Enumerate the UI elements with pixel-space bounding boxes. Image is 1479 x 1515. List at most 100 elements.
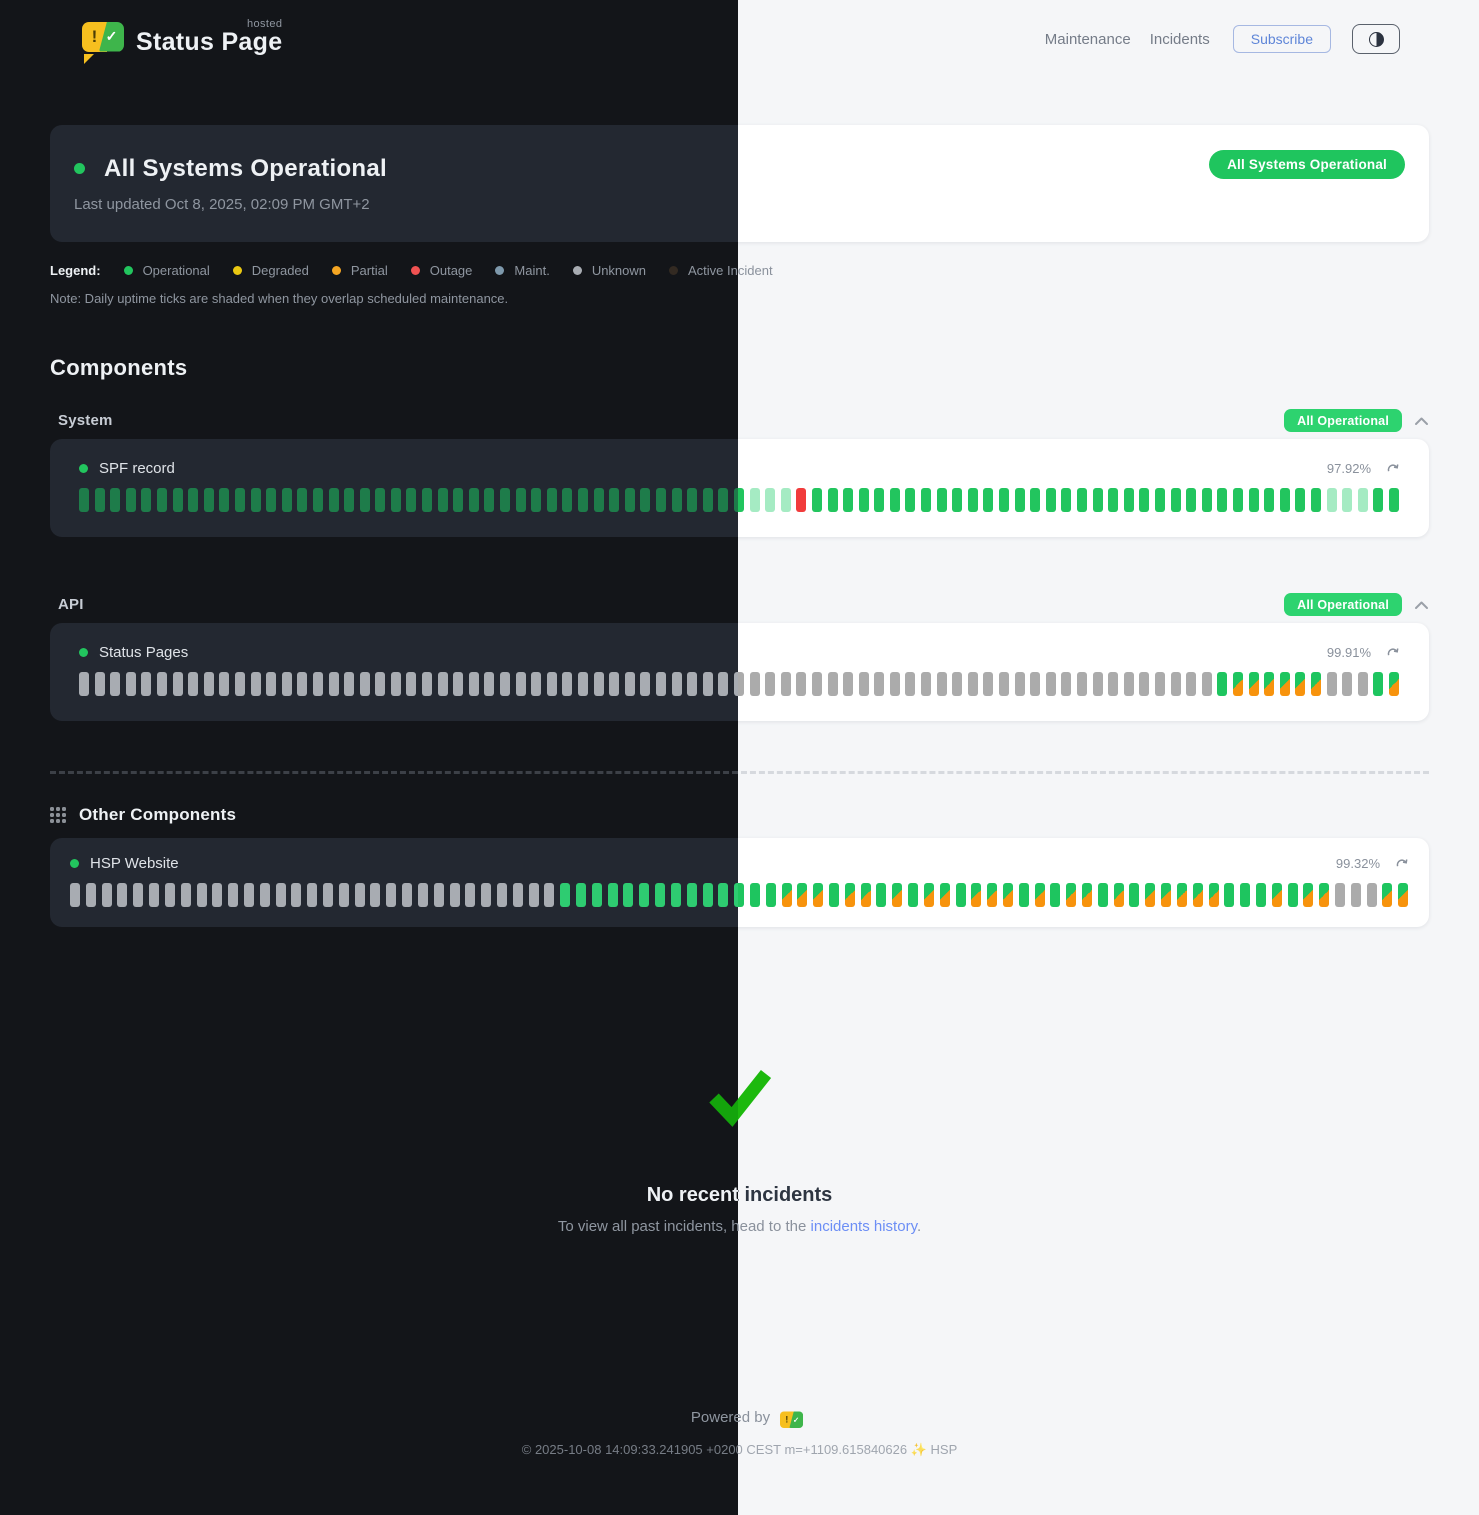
uptime-tick[interactable] [639,883,650,907]
refresh-icon[interactable] [1386,646,1400,660]
uptime-tick[interactable] [110,488,121,512]
uptime-tick[interactable] [655,672,666,696]
uptime-tick[interactable] [796,672,807,696]
uptime-tick[interactable] [544,883,555,907]
uptime-tick[interactable] [1186,488,1197,512]
uptime-tick[interactable] [999,672,1010,696]
uptime-tick[interactable] [1154,672,1165,696]
uptime-tick[interactable] [468,672,479,696]
uptime-tick[interactable] [1170,488,1181,512]
uptime-tick[interactable] [422,672,433,696]
uptime-tick[interactable] [437,488,448,512]
uptime-tick[interactable] [1050,883,1061,907]
nav-maintenance[interactable]: Maintenance [1044,30,1131,48]
uptime-tick[interactable] [827,672,838,696]
uptime-tick[interactable] [1279,672,1290,696]
uptime-tick[interactable] [281,488,292,512]
uptime-tick[interactable] [1264,672,1275,696]
uptime-tick[interactable] [328,672,339,696]
uptime-tick[interactable] [999,488,1010,512]
uptime-tick[interactable] [671,672,682,696]
uptime-tick[interactable] [781,883,792,907]
uptime-tick[interactable] [172,488,183,512]
uptime-tick[interactable] [141,672,152,696]
uptime-tick[interactable] [1097,883,1108,907]
uptime-tick[interactable] [1342,488,1353,512]
uptime-tick[interactable] [1123,488,1134,512]
uptime-tick[interactable] [1129,883,1140,907]
uptime-tick[interactable] [892,883,903,907]
uptime-tick[interactable] [1123,672,1134,696]
uptime-tick[interactable] [1303,883,1314,907]
uptime-tick[interactable] [1224,883,1235,907]
uptime-tick[interactable] [983,672,994,696]
uptime-tick[interactable] [860,883,871,907]
uptime-tick[interactable] [546,672,557,696]
uptime-tick[interactable] [228,883,239,907]
uptime-tick[interactable] [1248,488,1259,512]
uptime-tick[interactable] [281,672,292,696]
uptime-tick[interactable] [307,883,318,907]
uptime-tick[interactable] [687,672,698,696]
uptime-tick[interactable] [125,672,136,696]
uptime-tick[interactable] [1176,883,1187,907]
uptime-tick[interactable] [858,488,869,512]
uptime-tick[interactable] [234,488,245,512]
uptime-tick[interactable] [468,488,479,512]
uptime-tick[interactable] [623,883,634,907]
refresh-icon[interactable] [1386,462,1400,476]
uptime-tick[interactable] [406,488,417,512]
uptime-tick[interactable] [671,488,682,512]
theme-toggle-button[interactable] [1352,24,1400,54]
uptime-tick[interactable] [813,883,824,907]
uptime-tick[interactable] [609,488,620,512]
uptime-tick[interactable] [952,672,963,696]
uptime-tick[interactable] [291,883,302,907]
uptime-tick[interactable] [1170,672,1181,696]
uptime-tick[interactable] [765,488,776,512]
uptime-tick[interactable] [593,672,604,696]
uptime-tick[interactable] [655,883,666,907]
uptime-tick[interactable] [266,672,277,696]
uptime-tick[interactable] [921,488,932,512]
uptime-tick[interactable] [905,488,916,512]
uptime-tick[interactable] [1295,488,1306,512]
uptime-tick[interactable] [1108,672,1119,696]
uptime-tick[interactable] [562,488,573,512]
uptime-tick[interactable] [1113,883,1124,907]
uptime-tick[interactable] [829,883,839,907]
uptime-tick[interactable] [512,883,523,907]
uptime-tick[interactable] [1092,672,1103,696]
uptime-tick[interactable] [955,883,966,907]
uptime-tick[interactable] [738,883,745,907]
uptime-tick[interactable] [344,488,355,512]
uptime-tick[interactable] [1232,672,1243,696]
uptime-tick[interactable] [354,883,365,907]
uptime-tick[interactable] [1232,488,1243,512]
uptime-tick[interactable] [971,883,982,907]
uptime-tick[interactable] [117,883,128,907]
uptime-tick[interactable] [1014,488,1025,512]
uptime-tick[interactable] [624,488,635,512]
uptime-tick[interactable] [686,883,697,907]
uptime-tick[interactable] [687,488,698,512]
uptime-tick[interactable] [312,672,323,696]
uptime-tick[interactable] [515,488,526,512]
uptime-tick[interactable] [1145,883,1156,907]
uptime-tick[interactable] [266,488,277,512]
uptime-tick[interactable] [1139,672,1150,696]
uptime-tick[interactable] [1240,883,1251,907]
uptime-tick[interactable] [188,672,199,696]
uptime-tick[interactable] [1398,883,1409,907]
refresh-icon[interactable] [1395,857,1409,871]
uptime-tick[interactable] [1295,672,1306,696]
uptime-tick[interactable] [1077,672,1087,696]
uptime-tick[interactable] [1077,488,1087,512]
uptime-tick[interactable] [344,672,355,696]
uptime-tick[interactable] [1310,672,1321,696]
uptime-tick[interactable] [1217,488,1228,512]
uptime-tick[interactable] [765,672,776,696]
uptime-tick[interactable] [484,672,495,696]
uptime-tick[interactable] [338,883,349,907]
uptime-tick[interactable] [297,488,308,512]
